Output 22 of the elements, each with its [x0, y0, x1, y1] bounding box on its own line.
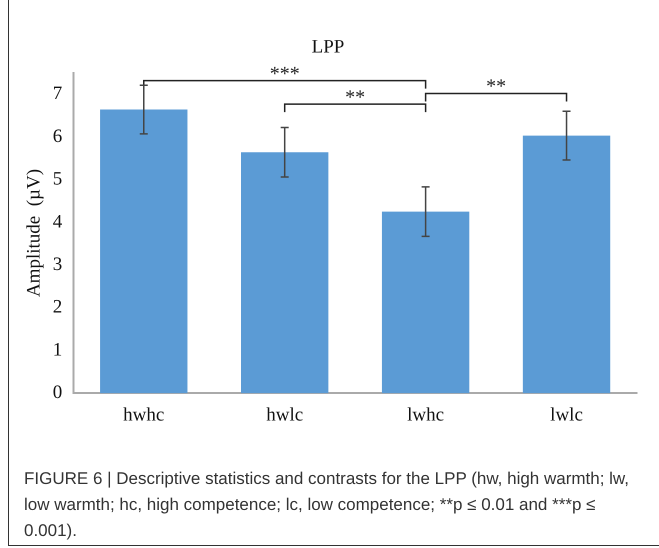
chart-title: LPP [312, 36, 344, 58]
x-tick-label: lwhc [407, 404, 444, 426]
y-tick-label: 4 [52, 211, 63, 232]
bar [382, 212, 470, 394]
annotation: ** [486, 76, 506, 98]
annotation: ** [345, 86, 366, 108]
annotation: *** [270, 62, 300, 85]
y-tick-label: 1 [52, 339, 62, 360]
bar [241, 152, 328, 394]
y-tick-label: 6 [52, 126, 62, 147]
x-tick-label: lwlc [550, 404, 583, 426]
bar [100, 110, 188, 394]
y-tick-label: 3 [52, 254, 62, 276]
y-axis-title: Amplitude (µV) [23, 168, 44, 298]
x-tick-label: hwlc [266, 404, 304, 426]
x-tick-label: hwhc [123, 404, 164, 426]
y-tick-label: 7 [52, 83, 62, 104]
y-tick-label: 5 [52, 168, 62, 190]
caption: FIGURE 6 | Descriptive statistics and contrasts for the LPP (hw, high warmth; lw, low warmth; hc, high competence; lc, low competence; **p ≤ 0.01 and ***p ≤ 0.001). [24, 468, 630, 542]
y-tick-label: 2 [52, 296, 62, 318]
y-tick-label: 0 [52, 382, 62, 404]
bar [522, 136, 610, 394]
